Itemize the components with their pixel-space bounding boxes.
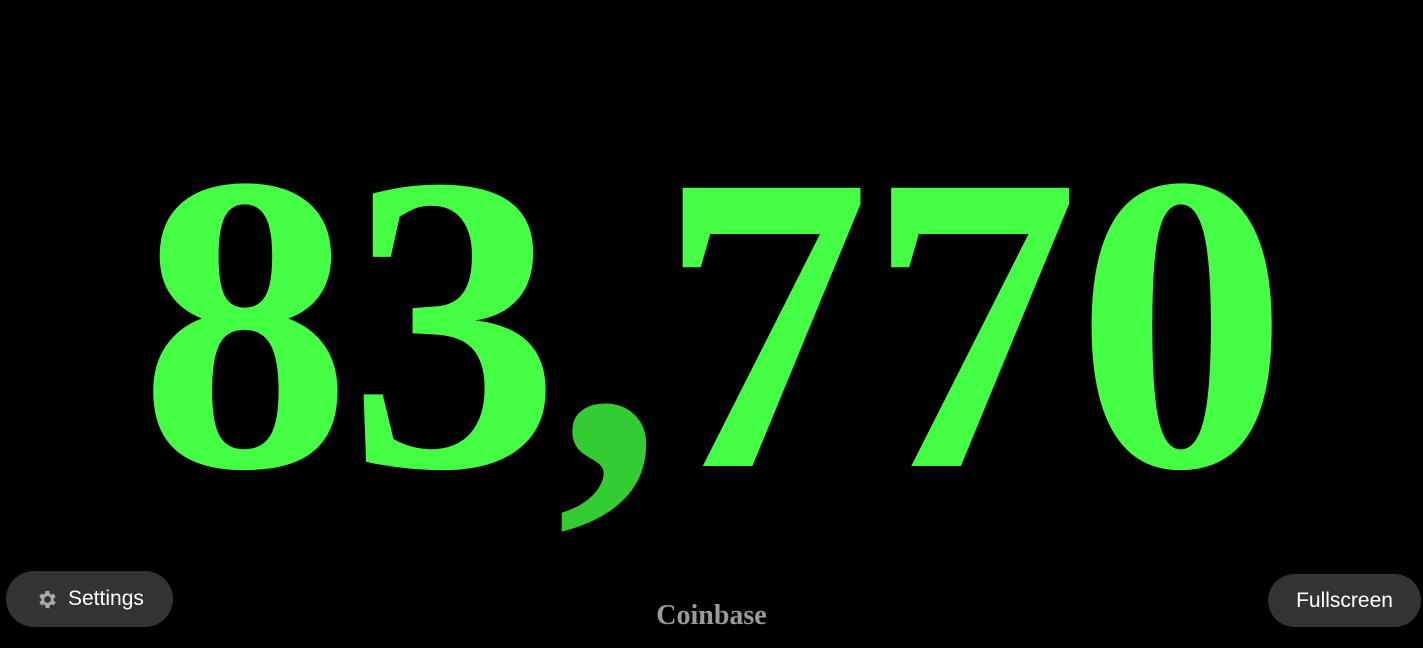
gear-icon — [39, 590, 56, 608]
source-label: Coinbase — [656, 600, 767, 631]
price: 83,770 — [0, 110, 1423, 535]
settings-button[interactable]: Settings — [6, 571, 173, 627]
price-lead: 83 — [139, 87, 560, 558]
settings-label: Settings — [68, 587, 144, 610]
price-rest: 770 — [658, 87, 1287, 558]
price-separator: , — [556, 87, 662, 558]
fullscreen-button[interactable]: Fullscreen — [1268, 574, 1421, 627]
fullscreen-label: Fullscreen — [1296, 588, 1393, 612]
